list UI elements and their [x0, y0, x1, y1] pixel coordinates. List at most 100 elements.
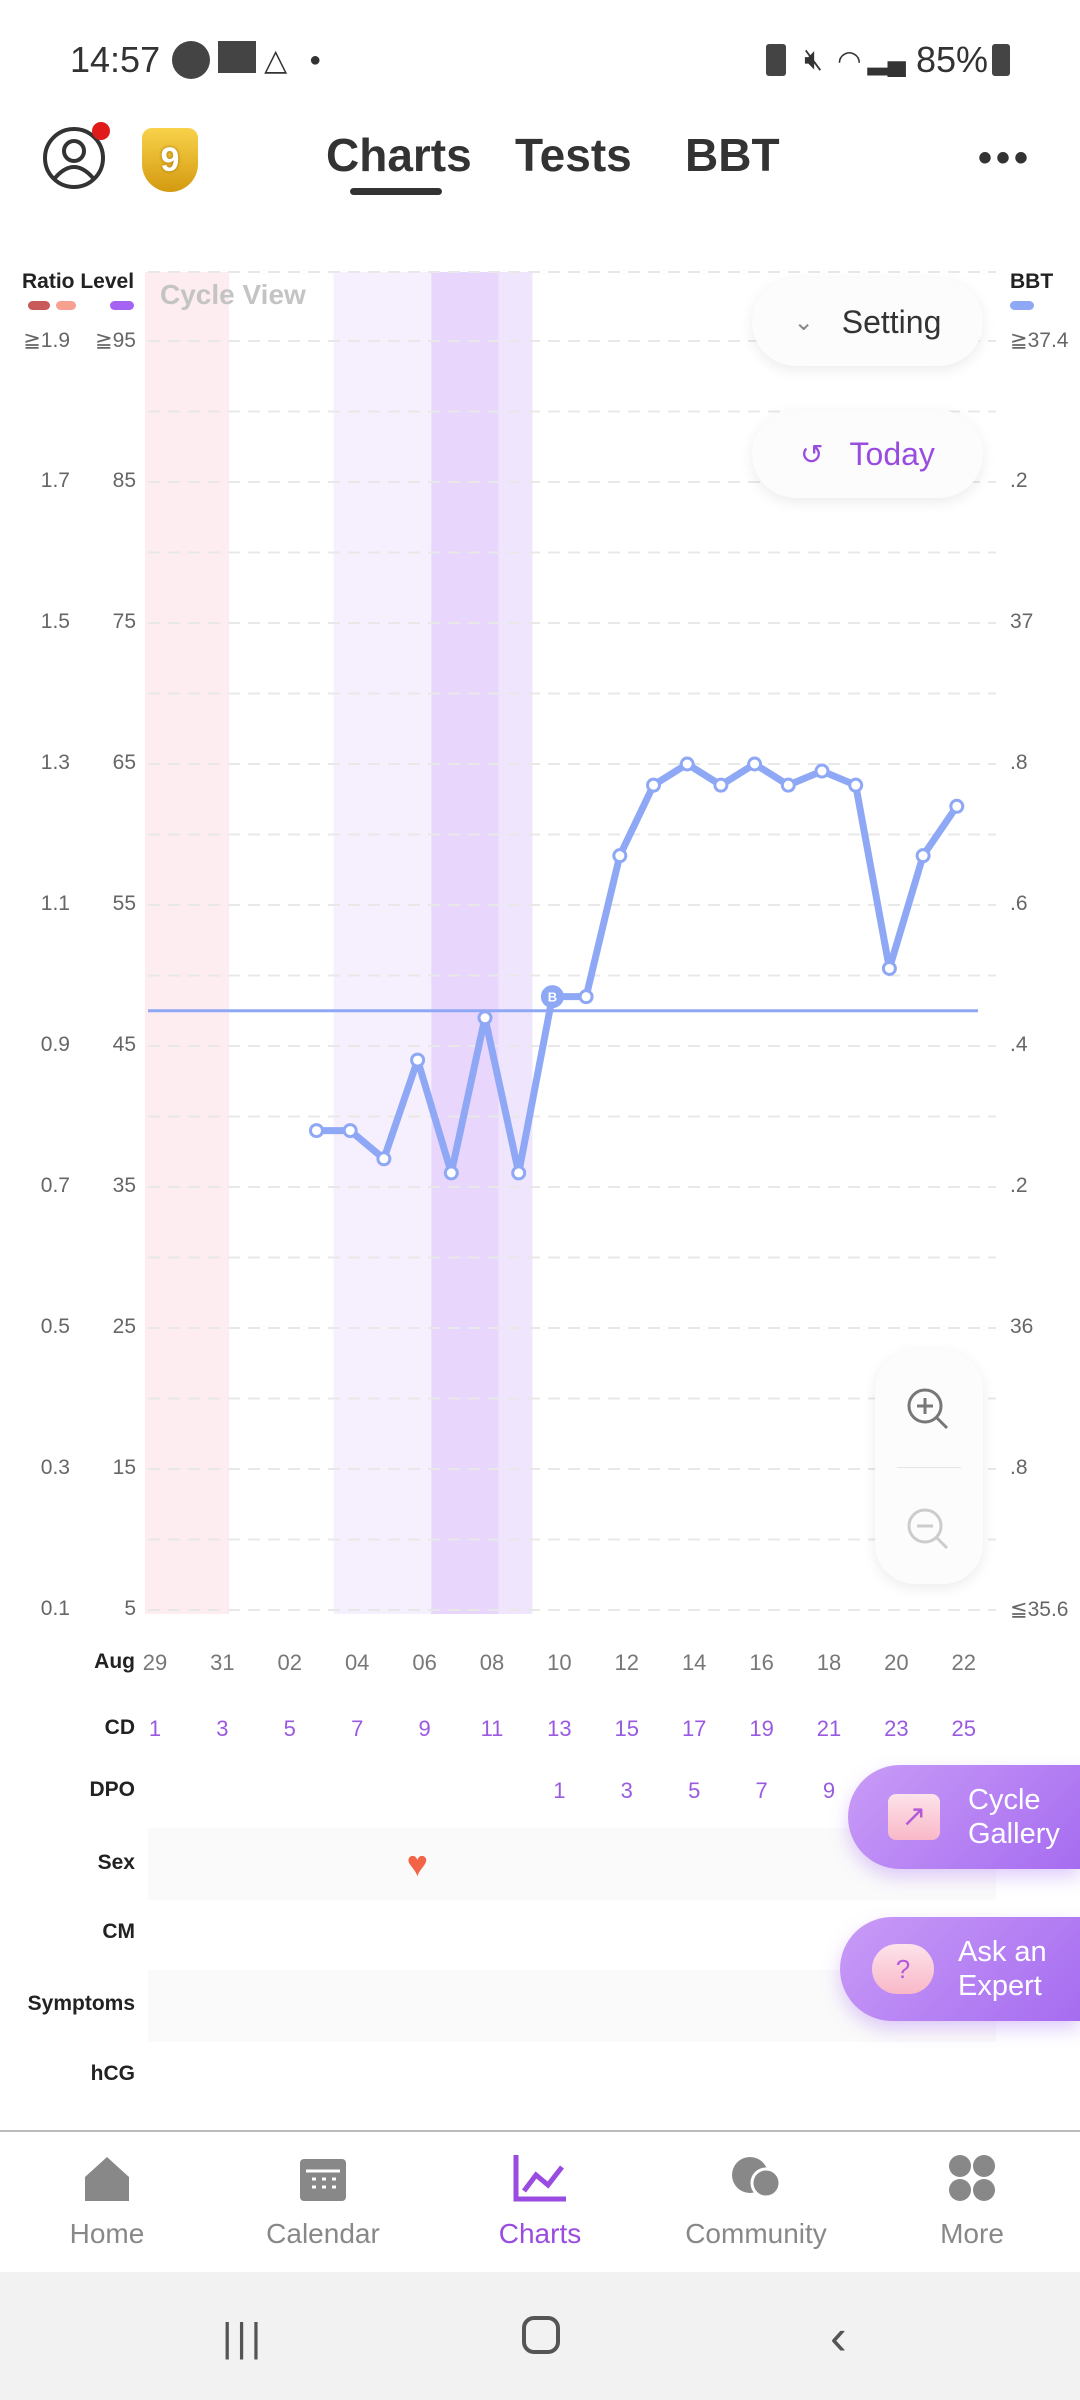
cd-tick: 15	[614, 1716, 640, 1741]
sex-heart-icon[interactable]: ♥	[406, 1843, 428, 1884]
community-icon	[656, 2150, 856, 2206]
ratio-tick: 0.7	[40, 1174, 70, 1197]
back-icon[interactable]: ‹	[830, 2309, 847, 2365]
cd-tick: 19	[749, 1716, 774, 1741]
nav-more[interactable]: More	[872, 2150, 1072, 2250]
profile-button[interactable]	[42, 122, 110, 190]
nav-community-label: Community	[685, 2218, 827, 2249]
wifi-icon: ◠	[837, 44, 862, 76]
more-grid-icon	[872, 2150, 1072, 2206]
bbt-tick: .2	[1010, 1174, 1028, 1197]
bbt-point	[814, 763, 830, 779]
month-label: Aug	[94, 1650, 135, 1673]
nav-calendar[interactable]: Calendar	[223, 2150, 423, 2250]
nav-home[interactable]: Home	[7, 2150, 207, 2250]
zoom-out-icon[interactable]	[905, 1506, 951, 1552]
cd-tick: 7	[351, 1716, 364, 1741]
nav-charts[interactable]: Charts	[440, 2150, 640, 2250]
return-icon: ↺	[800, 438, 824, 470]
nav-calendar-label: Calendar	[266, 2218, 380, 2249]
bbt-tick: .4	[1010, 1033, 1028, 1056]
date-tick: 10	[547, 1650, 572, 1675]
level-tick: 25	[112, 1315, 136, 1338]
bbt-tick: 37	[1010, 610, 1034, 633]
ratio-tick: 0.9	[40, 1033, 70, 1056]
date-tick: 18	[816, 1650, 842, 1675]
cycle-view-label: Cycle View	[160, 279, 306, 310]
screen-icon	[218, 41, 257, 79]
bbt-chart[interactable]: B	[0, 0, 1080, 1640]
ratio-high-swatch	[28, 301, 50, 310]
gallery-chart-icon: ↗	[888, 1794, 940, 1840]
tab-bbt[interactable]: BBT	[685, 129, 780, 181]
home-system-icon[interactable]	[522, 2316, 560, 2354]
recent-apps-icon[interactable]: |||	[222, 2316, 266, 2360]
ratio-tick: 1.1	[40, 892, 70, 915]
tab-tests[interactable]: Tests	[515, 129, 632, 181]
setting-button[interactable]: ⌄ Setting	[752, 278, 983, 366]
level-tick: 15	[112, 1456, 136, 1479]
dpo-tick: 3	[620, 1778, 633, 1803]
cycle-gallery-button[interactable]: ↗ Cycle Gallery	[848, 1765, 1080, 1869]
zoom-in-icon[interactable]	[905, 1386, 951, 1432]
date-tick: 06	[412, 1650, 437, 1675]
battery-text: 85%	[915, 39, 988, 80]
dpo-tick: 5	[688, 1778, 701, 1803]
level-badge[interactable]: 9	[142, 128, 198, 192]
bbt-point	[342, 1123, 358, 1139]
ratio-level-title: Ratio Level	[22, 270, 135, 293]
bbt-point	[410, 1052, 426, 1068]
date-tick: 22	[951, 1650, 977, 1675]
system-nav-bar: ||| ‹	[0, 2272, 1080, 2400]
cd-tick: 25	[951, 1716, 977, 1741]
bbt-point	[713, 777, 729, 793]
level-tick: ≧95	[95, 329, 136, 352]
date-tick: 31	[210, 1650, 235, 1675]
chevron-down-icon: ⌄	[793, 308, 814, 336]
sex-label: Sex	[97, 1851, 135, 1874]
symptoms-label: Symptoms	[27, 1992, 135, 2015]
band-fertile-peak	[431, 272, 499, 1614]
bbt-tick: .8	[1010, 1456, 1028, 1479]
nav-community[interactable]: Community	[656, 2150, 856, 2250]
coverline-marker-label: B	[548, 990, 557, 1005]
ask-expert-button[interactable]: ? Ask an Expert	[840, 1917, 1080, 2021]
cd-tick: 3	[216, 1716, 229, 1741]
setting-label: Setting	[841, 303, 942, 340]
level-tick: 35	[112, 1174, 136, 1197]
bbt-point	[309, 1123, 324, 1139]
bbt-tick: .8	[1010, 751, 1028, 774]
bbt-tick: 36	[1010, 1315, 1034, 1338]
calendar-icon	[223, 2150, 423, 2206]
user-icon	[43, 127, 105, 189]
bbt-title: BBT	[1010, 270, 1054, 293]
status-bar-right: 🔇︎ ◠ ▂▄ 85%	[766, 30, 1010, 90]
bbt-point	[376, 1151, 392, 1167]
tab-charts[interactable]: Charts	[326, 129, 472, 181]
charts-icon	[440, 2150, 640, 2206]
ratio-tick: 1.5	[40, 610, 70, 633]
today-button[interactable]: ↺ Today	[752, 410, 983, 498]
drive-icon: △	[264, 43, 288, 77]
today-label: Today	[849, 435, 935, 472]
cd-tick: 21	[816, 1716, 842, 1741]
bbt-point	[949, 798, 965, 814]
date-tick: 02	[277, 1650, 303, 1675]
bbt-point	[780, 777, 796, 793]
battery-icon	[992, 44, 1010, 76]
more-options-icon[interactable]: •••	[978, 136, 1033, 180]
cd-tick: 17	[681, 1716, 707, 1741]
date-tick: 04	[344, 1650, 370, 1675]
expert-chat-icon: ?	[872, 1944, 934, 1994]
bbt-point	[511, 1165, 527, 1181]
bbt-point	[679, 756, 695, 772]
cd-tick: 13	[547, 1716, 572, 1741]
cd-label: CD	[104, 1716, 135, 1739]
bbt-point	[646, 777, 661, 793]
bbt-point	[477, 1010, 493, 1026]
bbt-point	[540, 985, 564, 1009]
bbt-tick: ≦35.6	[1010, 1598, 1069, 1621]
level-tick: 65	[112, 751, 136, 774]
ratio-tick: 0.5	[40, 1315, 70, 1338]
cm-label: CM	[102, 1920, 135, 1943]
